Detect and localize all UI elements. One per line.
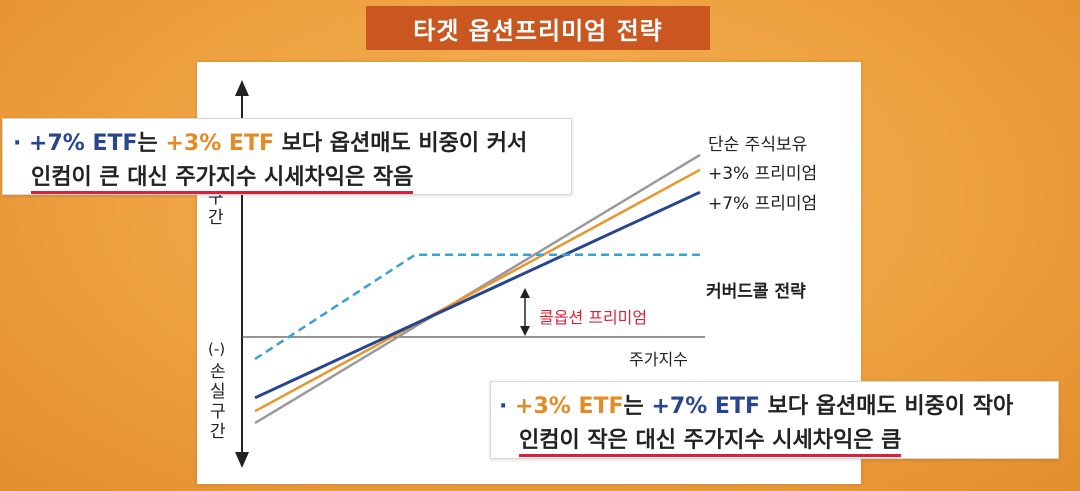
- callout-bottom: · +3% ETF는 +7% ETF 보다 옵션매도 비중이 작아 인컴이 작은…: [490, 381, 1059, 459]
- series-label-covered: 커버드콜 전략: [706, 282, 806, 302]
- etf-plus7: +7% ETF: [651, 394, 760, 419]
- series-line-covered-call: [254, 253, 700, 361]
- y-axis-arrow-down: [235, 452, 249, 468]
- bullet: ·: [499, 394, 508, 419]
- callout-top-line2: 인컴이 큰 대신 주가지수 시세차익은 작음: [31, 159, 414, 194]
- series-label-plus3: +3% 프리미엄: [708, 164, 818, 184]
- series-line-plus3: [254, 168, 701, 413]
- premium-arrow-head-down: [520, 326, 530, 336]
- callout-bottom-rest: 보다 옵션매도 비중이 작아: [767, 394, 1014, 419]
- title-text: 타겟 옵션프리미엄 전략: [413, 16, 663, 45]
- series-label-plus7: +7% 프리미엄: [708, 194, 818, 214]
- callout-bottom-line1: · +3% ETF는 +7% ETF 보다 옵션매도 비중이 작아: [499, 388, 1013, 420]
- bullet: ·: [13, 131, 22, 156]
- y-axis-bottom-sign: (-): [208, 340, 226, 358]
- y-axis-bottom-label: 손실구간: [210, 362, 226, 442]
- x-axis-label: 주가지수: [629, 350, 688, 369]
- etf-plus3: +3% ETF: [165, 131, 274, 156]
- y-axis-arrow-up: [235, 80, 249, 96]
- series-line-plus7: [254, 190, 701, 400]
- premium-arrow-head-up: [520, 288, 530, 298]
- callout-bottom-line2: 인컴이 작은 대신 주가지수 시세차익은 큼: [519, 422, 902, 457]
- particle: 는: [137, 131, 158, 156]
- series-line-stock: [254, 153, 701, 425]
- callout-top-line2-text: 인컴이 큰 대신 주가지수 시세차익은 작음: [31, 165, 414, 194]
- etf-plus7: +7% ETF: [29, 131, 138, 156]
- callout-top-rest: 보다 옵션매도 비중이 커서: [281, 131, 528, 156]
- callout-top-line1: · +7% ETF는 +3% ETF 보다 옵션매도 비중이 커서: [13, 125, 527, 157]
- title-banner: 타겟 옵션프리미엄 전략: [366, 6, 710, 50]
- particle: 는: [623, 394, 644, 419]
- premium-annotation: 콜옵션 프리미엄: [539, 308, 648, 327]
- series-label-stock: 단순 주식보유: [708, 135, 808, 155]
- callout-top: · +7% ETF는 +3% ETF 보다 옵션매도 비중이 커서 인컴이 큰 …: [2, 118, 572, 195]
- etf-plus3: +3% ETF: [515, 394, 624, 419]
- callout-bottom-line2-text: 인컴이 작은 대신 주가지수 시세차익은 큼: [519, 428, 902, 457]
